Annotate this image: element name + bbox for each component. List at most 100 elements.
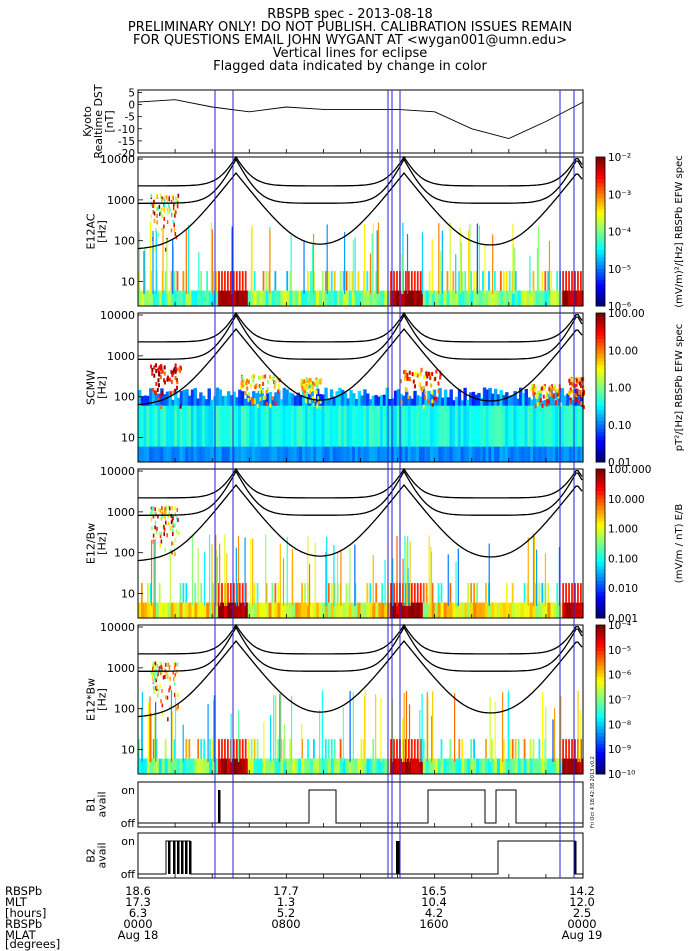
e12-times-bw-colorbar-step bbox=[596, 766, 605, 771]
scmw-cell bbox=[460, 400, 465, 406]
e12-times-bw-cell bbox=[166, 695, 169, 700]
e12-bw-cell bbox=[172, 521, 174, 526]
e12ac-cell bbox=[485, 290, 489, 306]
e12ac-cell bbox=[232, 290, 237, 306]
scmw-cell bbox=[299, 405, 303, 447]
scmw-cell bbox=[158, 365, 161, 370]
e12-bw-cell bbox=[151, 510, 154, 515]
e12ac-cell bbox=[286, 271, 289, 291]
e12-bw-colorbar-step bbox=[596, 595, 605, 600]
e12ac-cell bbox=[149, 222, 151, 294]
scmw-cell bbox=[468, 405, 473, 447]
e12-times-bw-cell bbox=[571, 739, 573, 759]
e12ac-cell bbox=[449, 222, 451, 294]
e12ac-cell bbox=[163, 196, 165, 201]
e12ac-cell bbox=[163, 208, 166, 213]
e12ac-cell bbox=[469, 223, 471, 294]
e12-times-bw-cell bbox=[425, 758, 430, 774]
scmw-colorbar-tick: 0.10 bbox=[608, 420, 631, 432]
e12ac-cell bbox=[265, 271, 268, 291]
e12-bw-cell bbox=[568, 602, 572, 618]
scmw-colorbar-tick: 100.00 bbox=[608, 308, 645, 320]
e12-times-bw-cell bbox=[203, 739, 206, 759]
e12-times-bw-cell bbox=[155, 678, 157, 683]
e12-times-bw-cell bbox=[496, 758, 501, 774]
e12-times-bw-cell bbox=[348, 758, 353, 774]
e12ac-colorbar-tick: 10⁻⁴ bbox=[608, 227, 631, 239]
scmw-cell bbox=[474, 446, 478, 462]
e12ac-cell bbox=[565, 290, 569, 306]
scmw-cell bbox=[545, 394, 548, 399]
e12ac-colorbar-tick: 10⁻⁶ bbox=[608, 301, 631, 313]
e12-times-bw-cell bbox=[422, 739, 425, 759]
e12-times-bw-cell bbox=[197, 739, 200, 759]
e12ac-cell bbox=[499, 290, 504, 306]
e12-bw-cell bbox=[152, 533, 155, 538]
e12ac-colorbar-step bbox=[596, 164, 605, 169]
e12-times-bw-cell bbox=[485, 758, 489, 774]
scmw-cell bbox=[251, 374, 254, 379]
e12ac-cell bbox=[218, 271, 220, 291]
e12-times-bw-colorbar-step bbox=[596, 729, 605, 734]
e12ac-colorbar-step bbox=[596, 157, 605, 162]
scmw-cell bbox=[143, 446, 147, 462]
scmw-cell bbox=[534, 394, 537, 399]
e12ac-cell bbox=[491, 290, 495, 306]
e12-bw-cell bbox=[360, 602, 365, 618]
e12-bw-cell bbox=[138, 602, 142, 618]
e12-bw-cell bbox=[366, 583, 369, 603]
scmw-cell bbox=[521, 392, 526, 406]
scmw-cell bbox=[554, 386, 557, 391]
scmw-cell bbox=[536, 391, 539, 396]
scmw-cell bbox=[188, 446, 192, 462]
footer-col0-r4: 0000 bbox=[123, 917, 153, 931]
e12-bw-cell bbox=[158, 602, 163, 618]
scmw-cell bbox=[157, 397, 160, 402]
e12ac-cell bbox=[162, 227, 164, 294]
e12ac-cell bbox=[406, 234, 409, 294]
e12-times-bw-cell bbox=[161, 711, 164, 716]
scmw-cell bbox=[402, 446, 406, 462]
scmw-cell bbox=[311, 381, 314, 386]
e12ac-cell bbox=[140, 290, 145, 306]
e12ac-cell bbox=[313, 290, 317, 306]
e12-bw-cell bbox=[324, 602, 329, 618]
e12-bw-cell bbox=[160, 539, 163, 544]
e12-times-bw-colorbar-step bbox=[596, 665, 605, 671]
scmw-cell bbox=[149, 446, 153, 462]
scmw-cell bbox=[321, 405, 325, 447]
scmw-cell bbox=[252, 446, 256, 462]
scmw-cell bbox=[410, 405, 414, 447]
e12-times-bw-colorbar-tick: 10⁻⁵ bbox=[608, 645, 631, 657]
e12-times-bw-cell bbox=[244, 739, 247, 759]
scmw-cell bbox=[416, 373, 419, 378]
contact-line: FOR QUESTIONS EMAIL JOHN WYGANT AT <wyga… bbox=[132, 33, 568, 48]
scmw-cell bbox=[335, 391, 339, 406]
e12-times-bw-cell bbox=[140, 758, 145, 774]
scmw-cell bbox=[580, 401, 583, 406]
e12ac-colorbar-step bbox=[596, 261, 605, 266]
e12-bw-cell bbox=[541, 602, 546, 618]
e12ac-curve-upper bbox=[138, 155, 583, 187]
e12-bw-cell bbox=[407, 602, 412, 618]
b1-avail-ylabel: B1avail bbox=[85, 791, 109, 817]
e12ac-cell bbox=[185, 290, 190, 306]
scmw-cell bbox=[250, 383, 253, 388]
e12ac-cell bbox=[200, 271, 203, 291]
e12ac-cell bbox=[544, 290, 548, 306]
e12-times-bw-cell bbox=[556, 758, 560, 774]
e12ac-curve-lower bbox=[137, 171, 583, 250]
scmw-colorbar-step bbox=[596, 316, 605, 321]
e12-times-bw-cell bbox=[177, 704, 180, 709]
scmw-cell bbox=[527, 446, 531, 462]
scmw-cell bbox=[438, 405, 442, 447]
scmw-cell bbox=[268, 405, 273, 447]
scmw-cell bbox=[257, 405, 261, 447]
e12-times-bw-cell bbox=[227, 758, 231, 774]
scmw-cell bbox=[407, 446, 412, 462]
scmw-cell bbox=[439, 375, 442, 380]
scmw-cell bbox=[318, 405, 323, 447]
e12-times-bw-cell bbox=[339, 739, 342, 759]
e12-times-bw-cell bbox=[316, 758, 320, 774]
e12-times-bw-cell bbox=[538, 739, 541, 759]
